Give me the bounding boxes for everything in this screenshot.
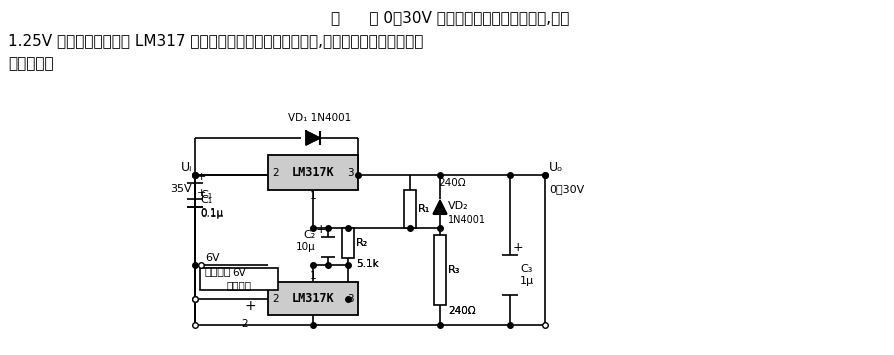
Text: 辅助电源: 辅助电源 bbox=[205, 267, 232, 277]
Text: +: + bbox=[197, 187, 207, 197]
Text: 1μ: 1μ bbox=[519, 276, 534, 286]
Polygon shape bbox=[306, 131, 320, 145]
Text: 2: 2 bbox=[272, 168, 278, 178]
Text: R₃: R₃ bbox=[448, 265, 460, 275]
Text: 6V
辅助电源: 6V 辅助电源 bbox=[226, 268, 251, 290]
Text: 公共地线。: 公共地线。 bbox=[8, 56, 54, 71]
Text: Uᵢ: Uᵢ bbox=[181, 161, 192, 174]
Text: 3: 3 bbox=[347, 168, 354, 178]
Text: +: + bbox=[315, 223, 325, 236]
Text: 3: 3 bbox=[347, 294, 354, 304]
Text: R₂: R₂ bbox=[356, 238, 367, 248]
Text: 5.1k: 5.1k bbox=[356, 259, 378, 269]
Text: 6V: 6V bbox=[205, 253, 219, 263]
Text: C₁: C₁ bbox=[199, 190, 212, 200]
Text: Uₒ: Uₒ bbox=[548, 161, 562, 174]
Text: VD₂: VD₂ bbox=[448, 201, 468, 211]
Text: 1N4001: 1N4001 bbox=[448, 215, 485, 225]
Text: 2: 2 bbox=[241, 319, 248, 329]
Text: 0.1μ: 0.1μ bbox=[199, 208, 223, 218]
Text: 1: 1 bbox=[309, 271, 316, 281]
Text: R₂: R₂ bbox=[356, 238, 367, 248]
Text: 0～30V: 0～30V bbox=[548, 184, 584, 194]
Text: 0.1μ: 0.1μ bbox=[199, 209, 223, 219]
Text: C₂: C₂ bbox=[303, 230, 316, 240]
Text: 240Ω: 240Ω bbox=[448, 306, 475, 316]
Text: LM317K: LM317K bbox=[291, 292, 334, 305]
Text: 240Ω: 240Ω bbox=[437, 178, 465, 188]
Text: 35V: 35V bbox=[170, 184, 192, 194]
Text: R₁: R₁ bbox=[417, 204, 430, 214]
Polygon shape bbox=[433, 200, 446, 214]
Text: 240Ω: 240Ω bbox=[448, 306, 475, 316]
Text: C₁: C₁ bbox=[199, 195, 212, 205]
Text: 5.1k: 5.1k bbox=[356, 259, 378, 269]
Text: 1: 1 bbox=[309, 191, 316, 201]
Bar bbox=[403, 190, 416, 228]
Text: +: + bbox=[197, 172, 207, 182]
Text: 2: 2 bbox=[272, 294, 278, 304]
Text: +: + bbox=[512, 241, 523, 254]
Text: R₃: R₃ bbox=[448, 265, 460, 275]
Text: 图      为 0～30V 连续可调的实验室通用电源,它的: 图 为 0～30V 连续可调的实验室通用电源,它的 bbox=[331, 10, 569, 25]
Text: R₁: R₁ bbox=[417, 204, 430, 214]
Bar bbox=[434, 235, 445, 305]
Text: C₃: C₃ bbox=[519, 264, 532, 274]
Bar bbox=[267, 282, 358, 315]
Text: 1.25V 基准电压由另一个 LM317 和一个独立的负辅助电源来产生,负辅助电源与主回路设有: 1.25V 基准电压由另一个 LM317 和一个独立的负辅助电源来产生,负辅助电… bbox=[8, 33, 423, 48]
Text: LM317K: LM317K bbox=[291, 166, 334, 179]
Bar bbox=[267, 155, 358, 190]
Text: 10μ: 10μ bbox=[296, 242, 316, 252]
Text: +: + bbox=[244, 299, 256, 313]
Text: VD₁ 1N4001: VD₁ 1N4001 bbox=[288, 113, 350, 123]
Bar bbox=[342, 228, 354, 258]
Bar bbox=[199, 268, 278, 290]
